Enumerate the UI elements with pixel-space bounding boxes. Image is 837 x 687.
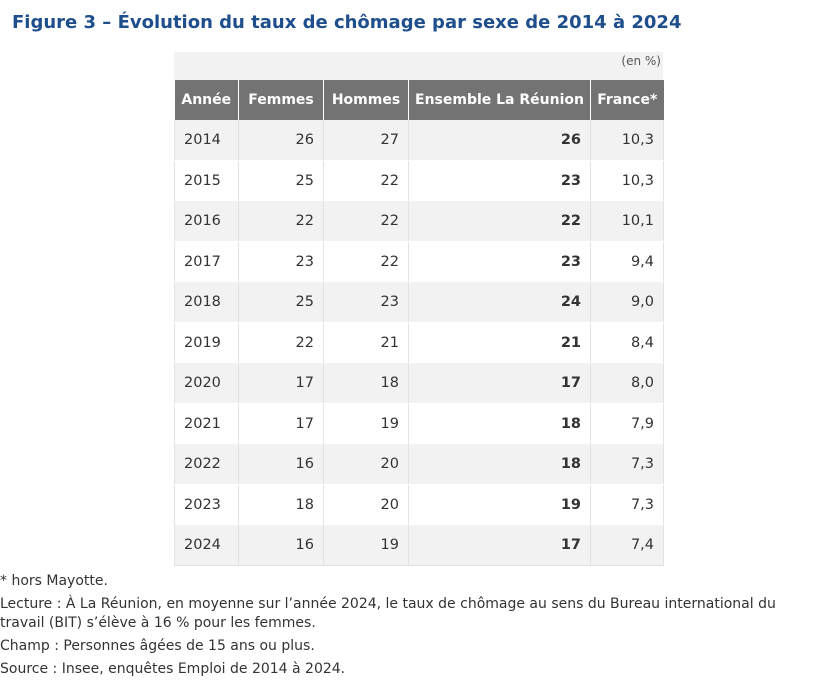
cell-femmes: 16: [238, 525, 324, 566]
cell-hommes: 19: [323, 403, 409, 445]
unit-label: (en %): [174, 52, 663, 80]
table-row: 2023 18 20 19 7,3: [174, 484, 664, 526]
cell-france: 7,3: [590, 444, 664, 485]
cell-femmes: 25: [238, 160, 324, 202]
column-header-hommes: Hommes: [323, 80, 409, 120]
cell-france: 9,0: [590, 282, 664, 323]
cell-hommes: 22: [323, 241, 409, 283]
table-body: 2014 26 27 26 10,3 2015 25 22 23 10,3 2016 22 22 22 10…: [174, 120, 664, 566]
figure-title: Figure 3 – Évolution du taux de chômage …: [12, 12, 682, 33]
lecture-text: Lecture : À La Réunion, en moyenne sur l…: [0, 596, 776, 631]
cell-annee: 2016: [174, 201, 239, 242]
table-row: 2024 16 19 17 7,4: [174, 525, 664, 566]
cell-ensemble: 23: [408, 241, 591, 283]
cell-femmes: 23: [238, 241, 324, 283]
cell-france: 7,4: [590, 525, 664, 566]
cell-annee: 2017: [174, 241, 239, 283]
data-table-container: (en %) Année Femmes Hommes Ensemble La R…: [174, 52, 664, 566]
table-row: 2015 25 22 23 10,3: [174, 160, 664, 202]
table-header-row: Année Femmes Hommes Ensemble La Réunion …: [174, 80, 664, 120]
cell-annee: 2018: [174, 282, 239, 323]
cell-annee: 2024: [174, 525, 239, 566]
cell-ensemble: 22: [408, 201, 591, 242]
cell-france: 7,9: [590, 403, 664, 445]
cell-hommes: 21: [323, 322, 409, 364]
cell-hommes: 23: [323, 282, 409, 323]
cell-femmes: 22: [238, 322, 324, 364]
cell-femmes: 18: [238, 484, 324, 526]
table-row: 2020 17 18 17 8,0: [174, 363, 664, 404]
cell-annee: 2015: [174, 160, 239, 202]
cell-france: 9,4: [590, 241, 664, 283]
cell-annee: 2022: [174, 444, 239, 485]
table-row: 2019 22 21 21 8,4: [174, 322, 664, 364]
cell-ensemble: 19: [408, 484, 591, 526]
footnote-text: * hors Mayotte.: [0, 573, 108, 589]
champ-text: Champ : Personnes âgées de 15 ans ou plu…: [0, 638, 315, 654]
cell-ensemble: 26: [408, 120, 591, 161]
cell-france: 7,3: [590, 484, 664, 526]
source-text: Source : Insee, enquêtes Emploi de 2014 …: [0, 661, 346, 677]
unemployment-table: Année Femmes Hommes Ensemble La Réunion …: [174, 80, 664, 566]
column-header-ensemble: Ensemble La Réunion: [408, 80, 591, 120]
table-row: 2016 22 22 22 10,1: [174, 201, 664, 242]
table-row: 2018 25 23 24 9,0: [174, 282, 664, 323]
cell-france: 8,4: [590, 322, 664, 364]
cell-annee: 2019: [174, 322, 239, 364]
cell-france: 10,1: [590, 201, 664, 242]
column-header-annee: Année: [174, 80, 239, 120]
column-header-france: France*: [590, 80, 664, 120]
cell-france: 10,3: [590, 120, 664, 161]
cell-france: 10,3: [590, 160, 664, 202]
table-row: 2022 16 20 18 7,3: [174, 444, 664, 485]
cell-hommes: 19: [323, 525, 409, 566]
cell-ensemble: 23: [408, 160, 591, 202]
cell-hommes: 22: [323, 201, 409, 242]
cell-ensemble: 17: [408, 525, 591, 566]
cell-femmes: 25: [238, 282, 324, 323]
cell-femmes: 16: [238, 444, 324, 485]
cell-annee: 2014: [174, 120, 239, 161]
cell-femmes: 17: [238, 363, 324, 404]
cell-ensemble: 18: [408, 403, 591, 445]
cell-annee: 2020: [174, 363, 239, 404]
column-header-femmes: Femmes: [238, 80, 324, 120]
cell-hommes: 22: [323, 160, 409, 202]
cell-hommes: 18: [323, 363, 409, 404]
cell-femmes: 17: [238, 403, 324, 445]
cell-annee: 2021: [174, 403, 239, 445]
cell-ensemble: 24: [408, 282, 591, 323]
cell-femmes: 26: [238, 120, 324, 161]
cell-femmes: 22: [238, 201, 324, 242]
cell-hommes: 27: [323, 120, 409, 161]
cell-hommes: 20: [323, 484, 409, 526]
table-row: 2014 26 27 26 10,3: [174, 120, 664, 161]
cell-ensemble: 21: [408, 322, 591, 364]
table-row: 2017 23 22 23 9,4: [174, 241, 664, 283]
cell-annee: 2023: [174, 484, 239, 526]
table-notes: * hors Mayotte. Lecture : À La Réunion, …: [0, 572, 820, 683]
cell-france: 8,0: [590, 363, 664, 404]
cell-ensemble: 18: [408, 444, 591, 485]
cell-ensemble: 17: [408, 363, 591, 404]
table-row: 2021 17 19 18 7,9: [174, 403, 664, 445]
cell-hommes: 20: [323, 444, 409, 485]
